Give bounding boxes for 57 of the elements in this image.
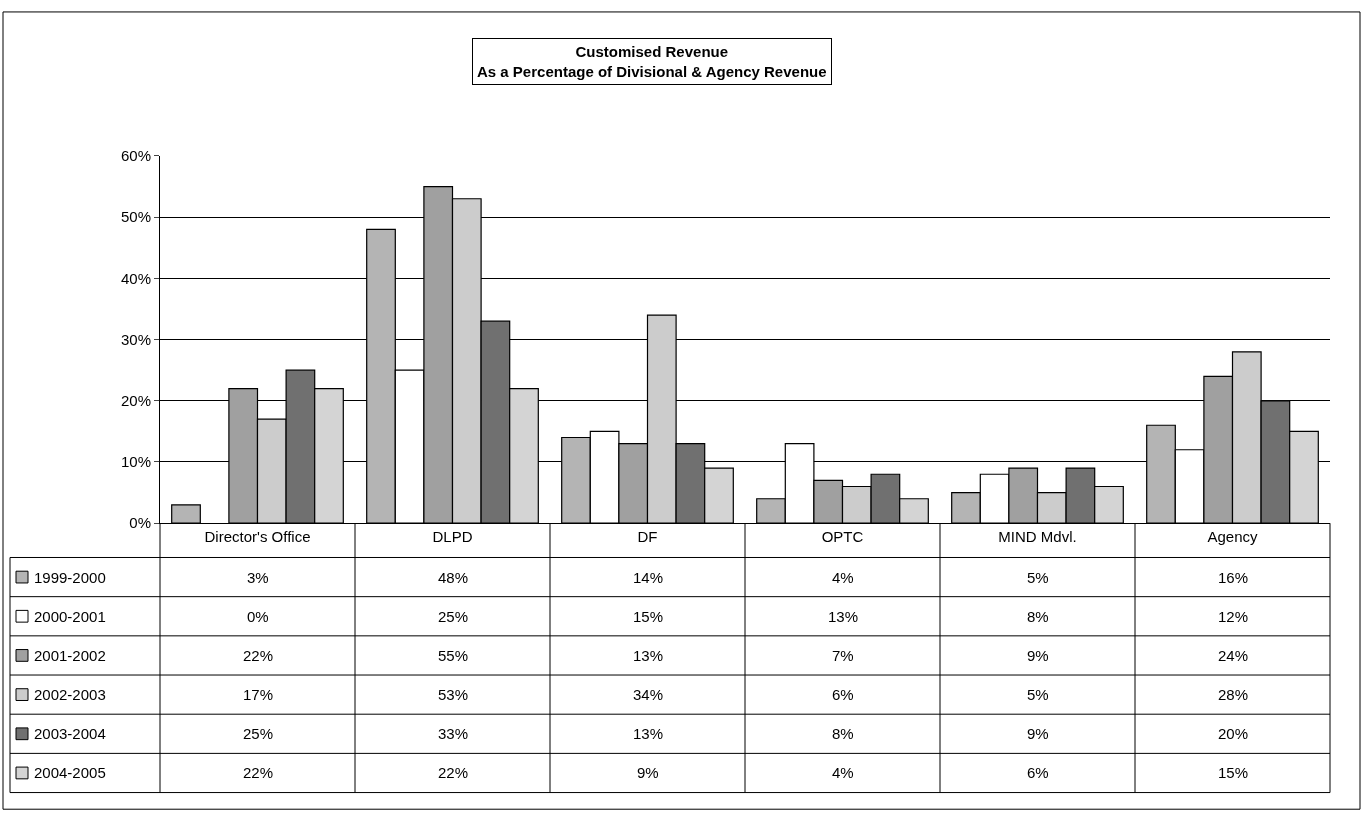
x-tick-label: Director's Office — [204, 528, 311, 546]
legend-label: 2003-2004 — [34, 725, 106, 742]
data-label: 8% — [832, 725, 854, 742]
data-label: 6% — [1027, 764, 1049, 781]
data-label: 4% — [832, 569, 854, 586]
y-tick-label: 30% — [120, 330, 151, 348]
data-label: 5% — [1027, 686, 1049, 703]
data-label: 9% — [1027, 725, 1049, 742]
data-label: 9% — [637, 764, 659, 781]
x-tick-label: Agency — [1207, 528, 1259, 546]
y-tick-label: 60% — [120, 147, 151, 165]
data-label: 33% — [438, 725, 469, 742]
y-tick-label: 40% — [120, 269, 151, 287]
x-tick-label: DF — [637, 528, 658, 546]
data-label: 15% — [633, 608, 664, 625]
data-label: 28% — [1218, 686, 1249, 703]
data-label: 25% — [438, 608, 469, 625]
x-tick-label: OPTC — [821, 528, 864, 546]
y-tick-label: 10% — [120, 453, 151, 471]
data-label: 14% — [633, 569, 664, 586]
y-tick-label: 50% — [120, 208, 151, 226]
data-label: 7% — [832, 647, 854, 664]
legend-label: 2000-2001 — [34, 608, 106, 625]
chart-subtitle: As a Percentage of Divisional & Agency Revenue — [477, 62, 827, 80]
data-label: 6% — [832, 686, 854, 703]
data-label: 55% — [438, 647, 469, 664]
data-label: 34% — [633, 686, 664, 703]
data-label: 25% — [243, 725, 274, 742]
legend-label: 2002-2003 — [34, 686, 106, 703]
data-label: 22% — [243, 647, 274, 664]
data-label: 3% — [247, 569, 269, 586]
data-label: 22% — [438, 764, 469, 781]
data-label: 17% — [243, 686, 274, 703]
data-label: 5% — [1027, 569, 1049, 586]
data-label: 0% — [247, 608, 269, 625]
x-tick-label: DLPD — [432, 528, 473, 546]
data-label: 20% — [1218, 725, 1249, 742]
legend-label: 1999-2000 — [34, 569, 106, 586]
data-label: 4% — [832, 764, 854, 781]
data-label: 12% — [1218, 608, 1249, 625]
data-label: 48% — [438, 569, 469, 586]
y-tick-label: 20% — [120, 392, 151, 410]
data-label: 16% — [1218, 569, 1249, 586]
data-label: 9% — [1027, 647, 1049, 664]
data-label: 13% — [633, 647, 664, 664]
data-label: 13% — [633, 725, 664, 742]
data-label: 8% — [1027, 608, 1049, 625]
data-label: 13% — [828, 608, 859, 625]
y-tick-label: 0% — [129, 514, 151, 532]
data-label: 15% — [1218, 764, 1249, 781]
legend-label: 2001-2002 — [34, 647, 106, 664]
x-tick-label: MIND Mdvl. — [998, 528, 1077, 546]
data-label: 22% — [243, 764, 274, 781]
chart-title: Customised Revenue — [575, 43, 729, 60]
data-label: 24% — [1218, 647, 1249, 664]
legend-label: 2004-2005 — [34, 764, 106, 781]
data-label: 53% — [438, 686, 469, 703]
